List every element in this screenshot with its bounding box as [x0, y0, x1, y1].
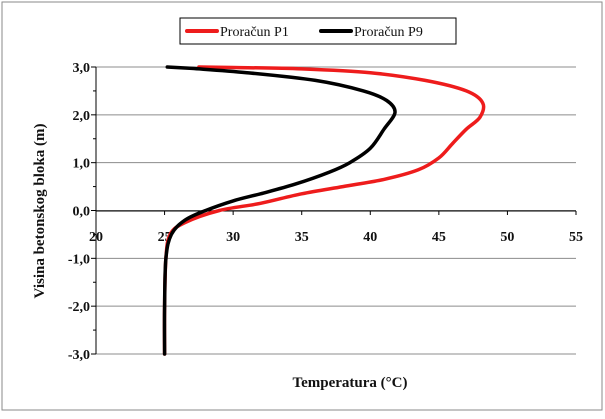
x-tick-label-4: 40 — [363, 230, 377, 245]
x-tick-label-2: 30 — [226, 230, 240, 245]
x-axis-title: Temperatura (°C) — [292, 375, 407, 391]
legend-label-p9: Proračun P9 — [354, 25, 423, 40]
legend-label-p1: Proračun P1 — [220, 25, 289, 40]
series-lines — [162, 65, 486, 356]
y-tick-label-1: 2,0 — [73, 109, 91, 124]
y-tick-label-2: 1,0 — [73, 157, 91, 172]
chart-border — [1, 1, 603, 411]
x-tick-label-6: 50 — [500, 230, 514, 245]
legend: Proračun P1 Proračun P9 — [179, 17, 457, 45]
legend-box — [179, 17, 457, 45]
x-tick-label-3: 35 — [295, 230, 309, 245]
x-tick-label-0: 20 — [89, 230, 103, 245]
series-line-1 — [162, 65, 397, 356]
y-tick-label-6: -3,0 — [68, 348, 90, 363]
y-tick-label-4: -1,0 — [68, 252, 90, 267]
y-tick-label-5: -2,0 — [68, 300, 90, 315]
x-tick-label-5: 45 — [432, 230, 446, 245]
y-axis-title: Visina betonskog bloka (m) — [32, 124, 48, 299]
y-tick-label-3: 0,0 — [73, 205, 91, 220]
y-tick-label-0: 3,0 — [73, 61, 91, 76]
x-tick-label-7: 55 — [569, 230, 583, 245]
